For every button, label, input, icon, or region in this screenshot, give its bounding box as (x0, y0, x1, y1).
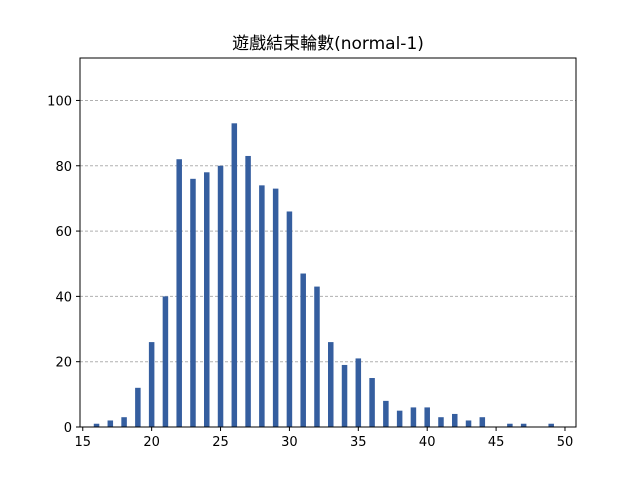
bar (135, 387, 141, 427)
x-tick-label: 30 (281, 435, 298, 450)
x-tick-label: 15 (74, 435, 91, 450)
bar (93, 423, 100, 427)
bar (231, 123, 238, 427)
bar (369, 378, 375, 427)
bar (341, 364, 348, 427)
bar (121, 417, 127, 427)
y-axis: 0 20 40 60 80 100 (47, 94, 80, 436)
bar (452, 413, 458, 427)
x-tick-label: 20 (143, 435, 160, 450)
bar (176, 159, 182, 427)
x-tick-label: 35 (350, 435, 367, 450)
bar (148, 342, 155, 427)
bar (245, 155, 251, 427)
bar (520, 423, 527, 427)
grid-lines (80, 99, 576, 363)
bar (465, 420, 472, 427)
bar (314, 286, 320, 427)
bar (190, 178, 196, 427)
bar (204, 172, 210, 427)
bar (300, 273, 306, 427)
y-tick-label: 80 (55, 160, 72, 175)
bar (162, 296, 169, 427)
bar (217, 165, 224, 428)
bar (107, 420, 114, 427)
bar (286, 211, 293, 427)
y-tick-label: 0 (64, 421, 72, 436)
bar (424, 407, 430, 427)
bars (93, 123, 554, 428)
x-tick-label: 50 (557, 435, 574, 450)
y-tick-label: 40 (55, 290, 72, 305)
bar (438, 417, 444, 427)
bar (259, 185, 265, 427)
bar (548, 423, 554, 427)
bar (328, 342, 334, 427)
bar (507, 423, 513, 427)
y-tick-label: 100 (47, 94, 72, 109)
bar (272, 188, 279, 427)
bar (479, 417, 486, 427)
y-tick-label: 60 (55, 225, 72, 240)
bar (355, 358, 362, 427)
plot-frame (79, 57, 577, 428)
bar (410, 407, 417, 427)
bar (396, 410, 403, 427)
bar (383, 400, 389, 427)
x-tick-label: 45 (488, 435, 505, 450)
x-tick-label: 25 (212, 435, 229, 450)
chart-title: 遊戲結束輪數(normal-1) (232, 34, 424, 54)
y-tick-label: 20 (55, 356, 72, 371)
x-axis: 15 20 25 30 35 40 45 50 (74, 427, 573, 450)
x-tick-label: 40 (419, 435, 436, 450)
